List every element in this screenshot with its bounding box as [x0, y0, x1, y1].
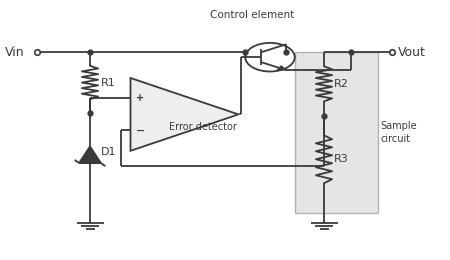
Text: Vout: Vout	[398, 46, 426, 58]
Text: R1: R1	[101, 77, 116, 88]
Polygon shape	[277, 66, 286, 70]
Text: Vin: Vin	[4, 46, 24, 58]
Bar	[295, 52, 378, 213]
Text: Control element: Control element	[210, 10, 294, 20]
Text: D1: D1	[101, 147, 117, 157]
Text: R3: R3	[334, 154, 349, 164]
Text: −: −	[136, 125, 145, 135]
Text: Sample
circuit: Sample circuit	[380, 121, 417, 144]
Polygon shape	[130, 78, 238, 151]
Text: +: +	[136, 93, 144, 103]
Text: R2: R2	[334, 79, 349, 89]
Polygon shape	[79, 146, 101, 163]
Text: Error detector: Error detector	[169, 122, 236, 132]
